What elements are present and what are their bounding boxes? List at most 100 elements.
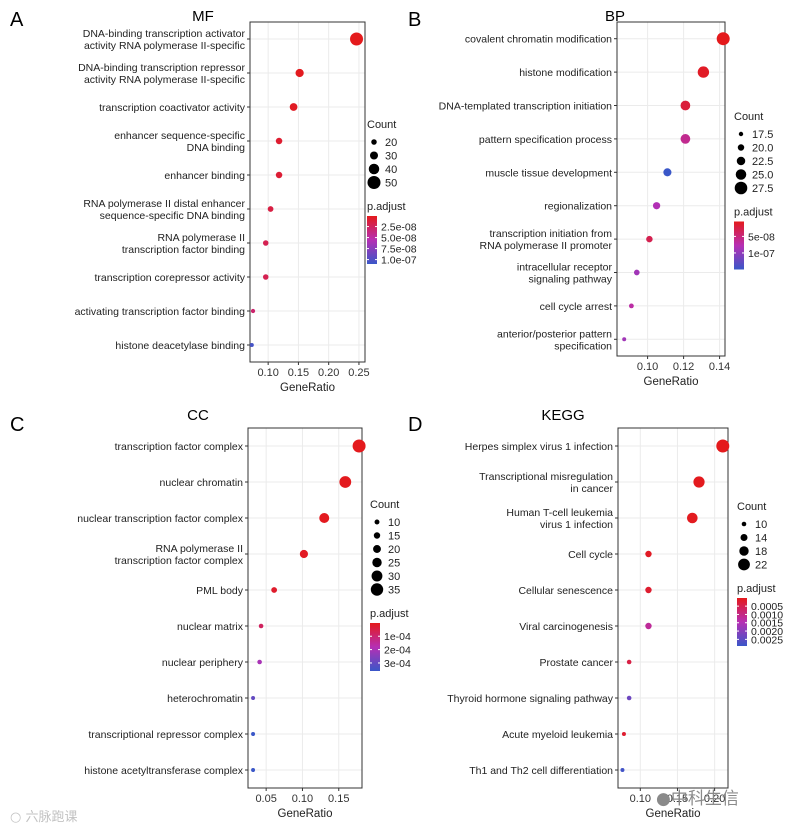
y-tick-label-line: Acute myeloid leukemia bbox=[502, 729, 613, 741]
y-tick-label-line: nuclear transcription factor complex bbox=[77, 513, 243, 525]
legend-color-title: p.adjust bbox=[367, 201, 406, 213]
y-tick-label-line: nuclear chromatin bbox=[160, 477, 244, 489]
data-point bbox=[271, 587, 278, 593]
legend-count-label: 10 bbox=[755, 519, 767, 531]
y-tick-label: transcriptional repressor complex bbox=[88, 729, 243, 741]
legend-count-dot bbox=[735, 169, 747, 180]
y-tick-label-line: DNA-binding transcription activator bbox=[83, 28, 246, 40]
colorbar-tick-label: 1e-04 bbox=[384, 631, 411, 643]
legend-count-title: Count bbox=[737, 501, 766, 513]
data-point bbox=[299, 549, 309, 559]
legend-count-dot bbox=[374, 519, 380, 525]
y-tick-label-line: anterior/posterior pattern bbox=[497, 328, 612, 340]
x-tick-label: 0.14 bbox=[709, 361, 730, 373]
panel-title: CC bbox=[187, 407, 209, 424]
legend-count-title: Count bbox=[367, 119, 396, 131]
y-tick-label-line: pattern specification process bbox=[479, 134, 612, 146]
colorbar-tick-label: 5.0e-08 bbox=[381, 233, 417, 245]
plot-area bbox=[247, 427, 363, 789]
panel-title: MF bbox=[192, 8, 214, 25]
data-point bbox=[663, 168, 672, 177]
x-tick-label: 0.20 bbox=[318, 367, 339, 379]
x-tick-label: 0.25 bbox=[348, 367, 369, 379]
colorbar bbox=[367, 216, 377, 264]
plot-area bbox=[617, 427, 729, 789]
data-point bbox=[645, 550, 652, 558]
data-point bbox=[319, 513, 330, 523]
y-tick-label-line: transcription initiation from bbox=[489, 228, 612, 240]
y-tick-label-line: PML body bbox=[196, 585, 244, 597]
y-tick-label: enhancer sequence-specific DNA binding bbox=[114, 130, 245, 154]
legend-count-dot bbox=[740, 534, 748, 541]
x-axis-label: GeneRatio bbox=[644, 376, 699, 388]
x-axis-label: GeneRatio bbox=[280, 382, 335, 394]
y-tick-label: Cellular senescence bbox=[518, 585, 613, 597]
data-point bbox=[645, 622, 652, 630]
x-tick-label: 0.05 bbox=[255, 793, 276, 805]
y-tick-label-line: activity RNA polymerase II-specific bbox=[84, 74, 245, 86]
data-point bbox=[622, 337, 627, 342]
legend-count-title: Count bbox=[734, 111, 763, 123]
data-point bbox=[289, 103, 298, 111]
legend-count-dot bbox=[370, 151, 378, 160]
legend-count-label: 17.5 bbox=[752, 129, 773, 141]
colorbar-tick-label: 1.0e-07 bbox=[381, 255, 417, 267]
legend-count-label: 18 bbox=[755, 546, 767, 558]
data-point bbox=[646, 235, 653, 243]
y-tick-label: pattern specification process bbox=[479, 134, 612, 146]
data-point bbox=[275, 171, 283, 179]
legend-count-label: 25.0 bbox=[752, 170, 773, 182]
legend-count-dot bbox=[738, 131, 744, 137]
plot-frame bbox=[249, 21, 366, 363]
plot-frame bbox=[617, 427, 729, 789]
y-tick-label: RNA polymerase II transcription factor bi… bbox=[122, 232, 245, 256]
y-tick-label: transcription coactivator activity bbox=[99, 102, 246, 114]
legend-count-label: 20.0 bbox=[752, 143, 773, 155]
panel-title: BP bbox=[605, 8, 625, 25]
legend-count-label: 14 bbox=[755, 533, 767, 545]
panel-letter: D bbox=[408, 414, 422, 436]
legend-count-dot bbox=[373, 545, 381, 553]
data-point bbox=[626, 695, 632, 701]
y-tick-label-line: transcriptional repressor complex bbox=[88, 729, 243, 741]
data-point bbox=[716, 32, 730, 46]
y-tick-label-line: RNA polymerase II promoter bbox=[480, 240, 613, 252]
y-tick-label-line: activating transcription factor binding bbox=[75, 306, 246, 318]
legend-count-label: 25 bbox=[388, 558, 400, 570]
y-tick-label: nuclear matrix bbox=[177, 621, 244, 633]
x-tick-label: 0.10 bbox=[257, 367, 278, 379]
y-tick-label-line: signaling pathway bbox=[529, 274, 613, 286]
watermark-left-text: 六脉跑课 bbox=[25, 810, 78, 825]
legend-count-label: 22 bbox=[755, 560, 767, 572]
data-point bbox=[697, 66, 710, 78]
y-tick-label: histone modification bbox=[519, 67, 612, 79]
x-axis-label: GeneRatio bbox=[278, 808, 333, 820]
plot-area bbox=[249, 21, 366, 363]
y-tick-label-line: transcription factor complex bbox=[115, 555, 244, 567]
plot-area bbox=[616, 21, 726, 357]
data-point bbox=[620, 768, 625, 772]
x-tick-label: 0.15 bbox=[328, 793, 349, 805]
y-tick-label-line: histone deacetylase binding bbox=[115, 340, 245, 352]
y-tick-label-line: in cancer bbox=[570, 483, 613, 495]
data-point bbox=[249, 343, 254, 347]
y-tick-label: DNA-binding transcription activator activ… bbox=[83, 28, 246, 52]
watermark-right-text: 中科生信 bbox=[670, 789, 739, 809]
y-tick-label-line: transcription coactivator activity bbox=[99, 102, 246, 114]
y-tick-label-line: Cell cycle bbox=[568, 549, 613, 561]
data-point bbox=[628, 303, 634, 309]
y-tick-label: PML body bbox=[196, 585, 244, 597]
y-tick-label-line: nuclear periphery bbox=[162, 657, 244, 669]
legend-count-dot bbox=[737, 144, 745, 151]
legend-count-label: 35 bbox=[388, 585, 400, 597]
x-tick-label: 0.15 bbox=[288, 367, 309, 379]
data-point bbox=[251, 696, 256, 700]
legend-count-dot bbox=[741, 521, 747, 527]
y-tick-label: nuclear periphery bbox=[162, 657, 244, 669]
y-tick-label-line: specification bbox=[554, 340, 612, 352]
x-tick-label: 0.12 bbox=[673, 361, 694, 373]
legend-count-dot bbox=[370, 583, 384, 596]
data-point bbox=[621, 732, 626, 736]
